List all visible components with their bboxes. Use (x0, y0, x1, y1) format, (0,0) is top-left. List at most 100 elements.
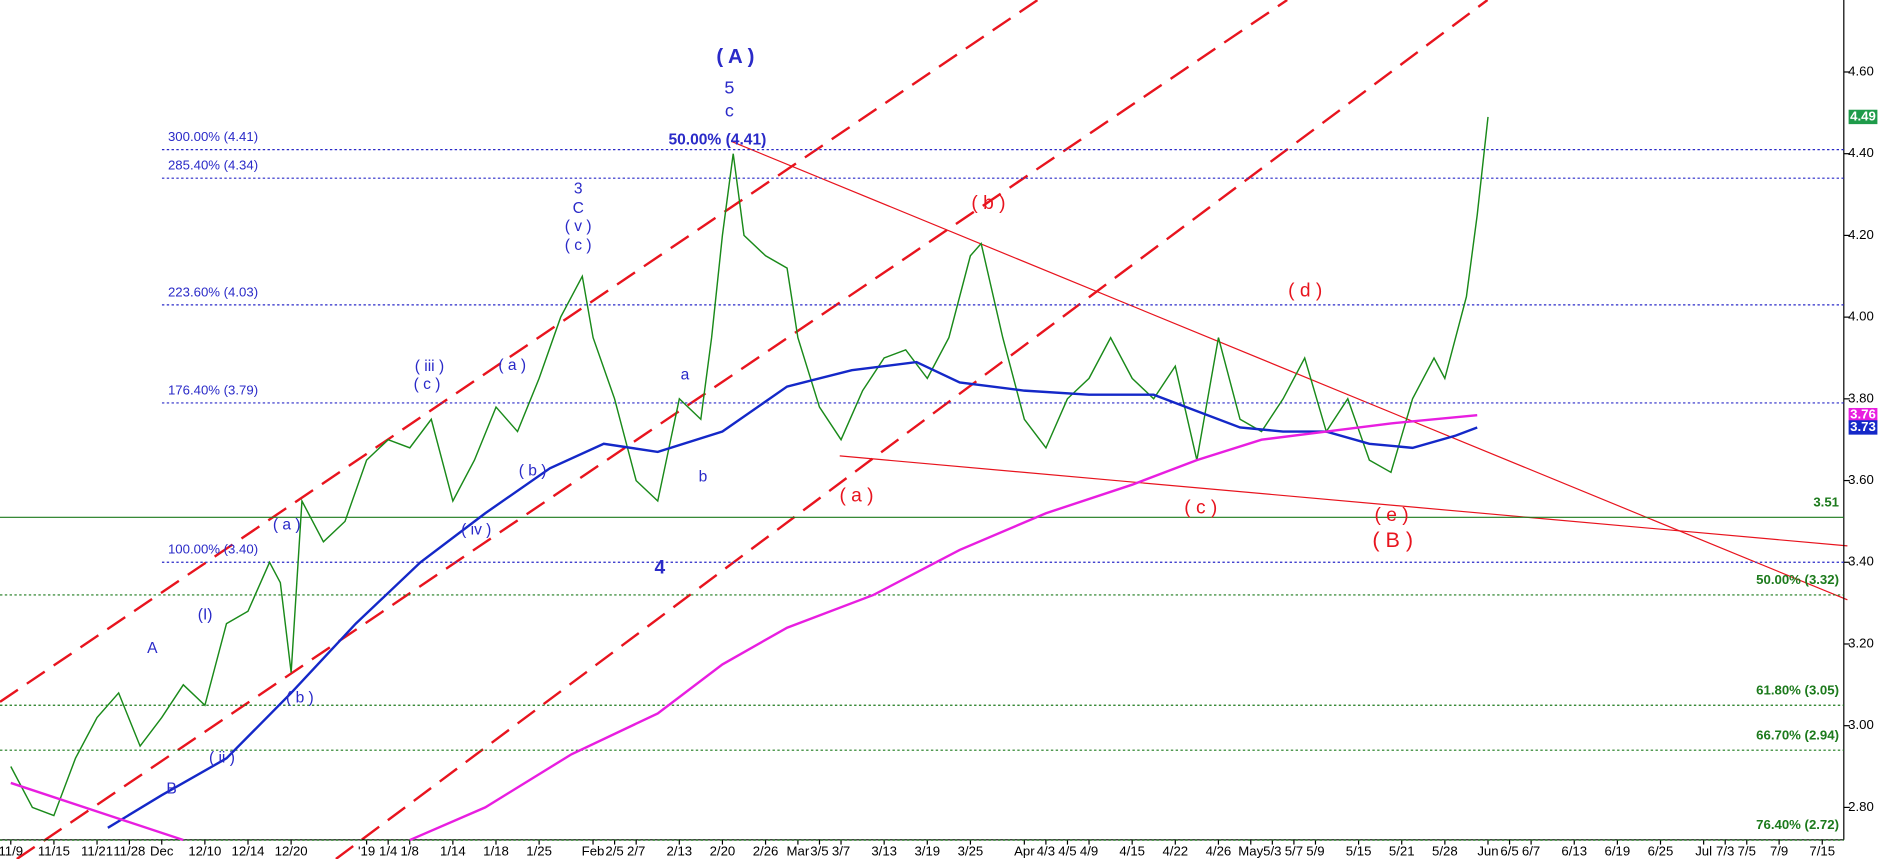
x-tick-label: 1/25 (526, 843, 552, 858)
x-tick-label: 5/15 (1346, 843, 1372, 858)
level-label: 223.60% (4.03) (168, 284, 258, 299)
annotation: a (681, 367, 690, 384)
y-tick-label: 4.00 (1848, 309, 1874, 324)
annotation: ( B ) (1372, 527, 1413, 552)
y-tick-label: 4.60 (1848, 63, 1874, 78)
y-tick-label: 3.40 (1848, 554, 1874, 569)
level-label: 285.40% (4.34) (168, 158, 258, 173)
annotation: ( e ) (1374, 505, 1408, 526)
x-tick-label: 4/3 (1037, 843, 1055, 858)
annotation: ( iii ) (415, 358, 444, 375)
level-label: 76.40% (2.72) (1756, 817, 1839, 832)
annotation: ( b ) (519, 463, 547, 480)
x-tick-label: 12/20 (275, 843, 308, 858)
x-tick-label: 2/5 (605, 843, 623, 858)
annotation: ( d ) (1288, 281, 1322, 302)
trendlines (731, 141, 1848, 601)
x-tick-label: 3/5 (810, 843, 828, 858)
y-tick-label: 3.20 (1848, 635, 1874, 650)
x-tick-label: 4/5 (1058, 843, 1076, 858)
level-label: 176.40% (3.79) (168, 382, 258, 397)
x-tick-label: 4/9 (1080, 843, 1098, 858)
y-tick-label: 4.40 (1848, 145, 1874, 160)
x-tick-label: 1/18 (483, 843, 509, 858)
x-tick-label: Jul (1695, 843, 1712, 858)
y-tick-label: 3.00 (1848, 717, 1874, 732)
annotation: ( iv ) (461, 521, 491, 538)
annotation: 50.00% (4.41) (668, 131, 766, 148)
level-label: 100.00% (3.40) (168, 542, 258, 557)
annotation: ( ii ) (209, 749, 235, 766)
annotation: 4 (654, 558, 665, 579)
annotation: C (573, 200, 584, 217)
price-tag (1848, 407, 1878, 423)
annotation: 5 (724, 78, 734, 98)
x-tick-label: 11/28 (113, 843, 145, 858)
x-tick-label: 3/25 (958, 843, 984, 858)
x-tick-label: 11/9 (0, 843, 23, 858)
y-tick-label: 3.80 (1848, 390, 1874, 405)
x-tick-label: 1/8 (401, 843, 419, 858)
annotation: ( a ) (839, 486, 873, 507)
x-tick-label: Apr (1014, 843, 1035, 858)
x-tick-label: 7/5 (1738, 843, 1756, 858)
x-tick-label: Dec (150, 843, 174, 858)
x-tick-label: 12/10 (188, 843, 221, 858)
x-tick-label: 2/13 (666, 843, 692, 858)
x-tick-label: 12/14 (231, 843, 264, 858)
x-tick-label: 3/7 (832, 843, 850, 858)
channel-line (335, 0, 1489, 859)
annotation: ( A ) (716, 46, 754, 68)
level-label: 300.00% (4.41) (168, 129, 258, 144)
x-tick-label: 2/26 (753, 843, 779, 858)
x-tick-label: Feb (582, 843, 605, 858)
x-tick-label: 4/26 (1206, 843, 1232, 858)
trendline (839, 455, 1848, 547)
annotation: ( a ) (273, 517, 301, 534)
x-tick-label: 6/13 (1561, 843, 1587, 858)
annotation: b (699, 469, 708, 486)
annotation: ( c ) (565, 237, 592, 254)
price-tag-label: 3.73 (1850, 419, 1876, 434)
price-tag-label: 4.49 (1850, 108, 1876, 123)
wave-labels: 50.00% (4.41) ( A ) 5 c 3 C ( v ) ( c ) … (147, 46, 1413, 798)
channel-line (16, 0, 1288, 859)
annotation: c (725, 100, 734, 120)
x-tick-label: 6/19 (1605, 843, 1631, 858)
series-line (10, 116, 1489, 817)
annotation: ( v ) (565, 218, 592, 235)
x-tick-label: 6/7 (1522, 843, 1540, 858)
channel-line (0, 0, 1039, 703)
x-tick-label: 5/21 (1389, 843, 1415, 858)
level-label: 61.80% (3.05) (1756, 682, 1839, 697)
level-label: 66.70% (2.94) (1756, 727, 1839, 742)
level-label: 50.00% (3.32) (1756, 572, 1839, 587)
annotation: B (166, 781, 176, 798)
annotation: A (147, 640, 158, 657)
x-tick-label: 11/15 (38, 843, 70, 858)
series-line (10, 414, 1478, 842)
x-tick-label: May (1238, 843, 1263, 858)
channels (0, 0, 1489, 859)
x-tick-label: 3/19 (914, 843, 940, 858)
price-tag-label: 3.76 (1850, 407, 1876, 422)
x-tick-label: 2/20 (710, 843, 736, 858)
x-tick-label: 3/13 (871, 843, 897, 858)
annotation: (I) (198, 607, 213, 624)
x-tick-label: 6/25 (1648, 843, 1674, 858)
annotation: ( b ) (286, 689, 314, 706)
annotation: 3 (574, 181, 583, 198)
x-tick-label: 4/15 (1119, 843, 1145, 858)
x-tick-label: 5/7 (1285, 843, 1303, 858)
annotation: ( c ) (414, 376, 441, 393)
trendline (731, 141, 1848, 601)
x-tick-label: Mar (787, 843, 810, 858)
x-tick-label: Jun (1477, 843, 1498, 858)
y-tick-label: 4.20 (1848, 227, 1874, 242)
x-tick-label: 2/7 (627, 843, 645, 858)
x-tick-label: 1/4 (379, 843, 397, 858)
y-tick-label: 2.80 (1848, 799, 1874, 814)
annotation: ( b ) (971, 193, 1005, 214)
x-tick-label: 5/9 (1306, 843, 1324, 858)
